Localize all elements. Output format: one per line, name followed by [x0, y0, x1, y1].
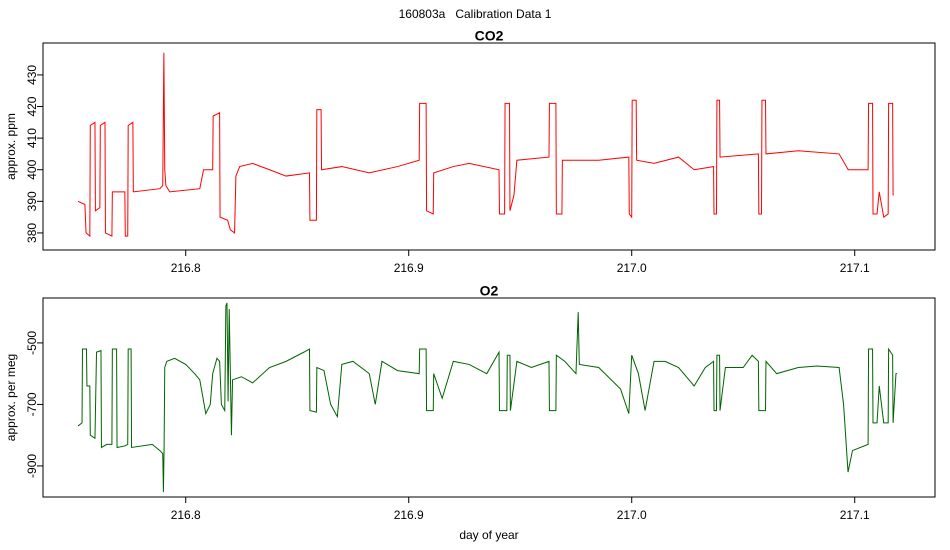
y-tick-label: 410	[25, 128, 39, 148]
y-axis-label: approx. per meg	[4, 354, 18, 441]
x-tick-label: 217.0	[617, 261, 647, 275]
x-tick-label: 217.0	[617, 508, 647, 522]
x-tick-label: 216.8	[171, 508, 201, 522]
x-tick-label: 217.1	[840, 261, 870, 275]
data-line	[77, 52, 894, 238]
figure-title: 160803a Calibration Data 1	[399, 7, 552, 21]
y-tick-label: -500	[25, 331, 39, 355]
x-tick-label: 216.9	[394, 508, 424, 522]
plot-frame	[42, 297, 936, 498]
x-tick-label: 216.9	[394, 261, 424, 275]
data-line	[77, 302, 898, 493]
plot-frame	[42, 42, 936, 251]
panel-title: O2	[480, 283, 499, 299]
y-tick-label: -700	[25, 392, 39, 416]
y-tick-label: 400	[25, 159, 39, 179]
y-axis-label: approx. ppm	[4, 113, 18, 180]
y-tick-label: 390	[25, 191, 39, 211]
y-tick-label: 430	[25, 65, 39, 85]
panel-title: CO2	[475, 28, 504, 44]
y-tick-label: -900	[25, 454, 39, 478]
x-tick-label: 216.8	[171, 261, 201, 275]
x-tick-label: 217.1	[840, 508, 870, 522]
y-tick-label: 380	[25, 223, 39, 243]
y-tick-label: 420	[25, 96, 39, 116]
x-axis-label: day of year	[459, 528, 518, 542]
